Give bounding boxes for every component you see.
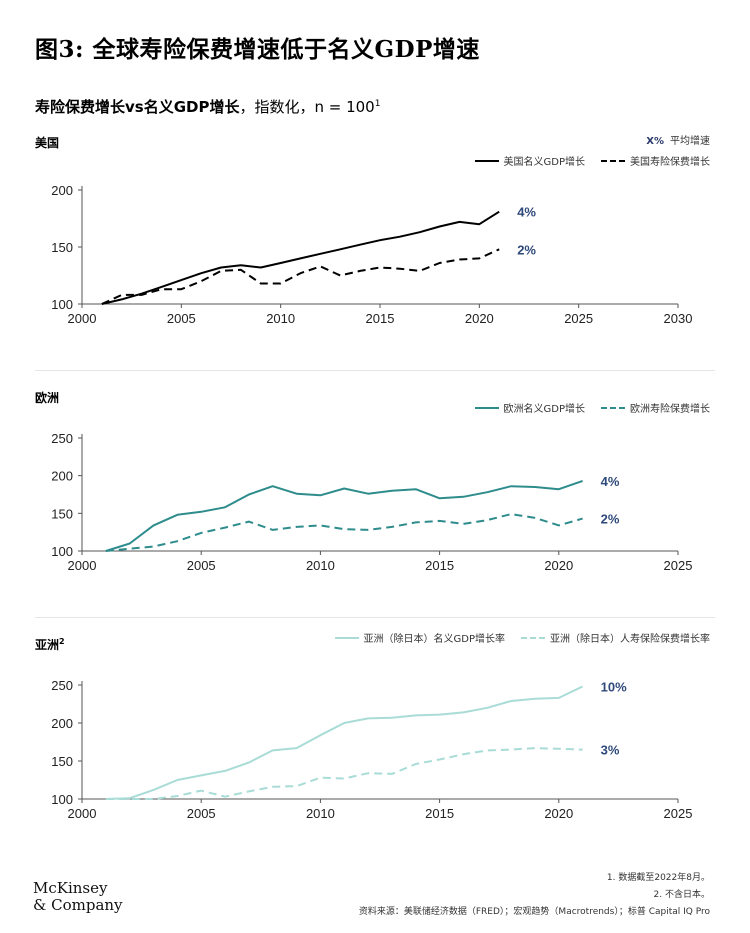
- legend-swatch-europe-premium: [601, 406, 625, 409]
- legend-asia: 亚洲（除日本）名义GDP增长率 亚洲（除日本）人寿保险保费增长率: [325, 630, 710, 645]
- x-tick-label: 2030: [664, 311, 693, 326]
- legend-item-europe-premium: 欧洲寿险保费增长: [601, 400, 710, 415]
- x-tick-label: 2005: [187, 558, 216, 573]
- x-tick-label: 2000: [68, 558, 97, 573]
- x-tick-label: 2020: [544, 558, 573, 573]
- x-tick-label: 2010: [306, 558, 335, 573]
- y-tick-label: 200: [51, 716, 73, 731]
- average-rate-note: X% 平均增速: [646, 132, 710, 147]
- x-tick-label: 2020: [544, 806, 573, 821]
- y-tick-label: 100: [51, 297, 73, 312]
- legend-item-asia-premium: 亚洲（除日本）人寿保险保费增长率: [521, 630, 710, 645]
- y-tick-label: 200: [51, 183, 73, 198]
- chart-subtitle: 寿险保费增长vs名义GDP增长，指数化，n = 1001: [35, 96, 380, 117]
- divider-2: [35, 617, 715, 618]
- divider-1: [35, 370, 715, 371]
- y-tick-label: 150: [51, 506, 73, 521]
- footnotes: 1. 数据截至2022年8月。 2. 不含日本。 资料来源：美联储经济数据（FR…: [359, 870, 710, 921]
- source-note: 资料来源：美联储经济数据（FRED）；宏观趋势（Macrotrends）；标普 …: [358, 907, 710, 917]
- y-tick-label: 250: [51, 678, 73, 693]
- legend-us: 美国名义GDP增长 美国寿险保费增长: [465, 153, 710, 168]
- x-tick-label: 2015: [366, 311, 395, 326]
- legend-label-asia-gdp: 亚洲（除日本）名义GDP增长率: [363, 634, 505, 645]
- panel-label-europe-text: 欧洲: [35, 391, 60, 405]
- x-tick-label: 2025: [564, 311, 593, 326]
- legend-swatch-us-gdp: [474, 159, 499, 162]
- footnote-2: 2. 不含日本。: [653, 890, 710, 900]
- rate-label-premium: 2%: [517, 242, 536, 257]
- x-tick-label: 2000: [68, 806, 97, 821]
- logo-line-1: McKinsey: [33, 879, 108, 897]
- legend-label-us-gdp: 美国名义GDP增长: [503, 157, 585, 168]
- rate-label-premium: 2%: [601, 512, 620, 527]
- legend-label-europe-premium: 欧洲寿险保费增长: [630, 404, 710, 415]
- x-tick-label: 2015: [425, 806, 454, 821]
- panel-label-us: 美国: [35, 134, 59, 151]
- panel-label-asia-text: 亚洲: [35, 638, 60, 652]
- page-title: 图3: 全球寿险保费增速低于名义GDP增速: [35, 36, 480, 63]
- x-tick-label: 2025: [664, 806, 693, 821]
- y-tick-label: 100: [51, 792, 73, 807]
- y-tick-label: 100: [51, 544, 73, 559]
- panel-label-us-text: 美国: [35, 136, 60, 150]
- y-tick-label: 200: [51, 469, 73, 484]
- mckinsey-logo: McKinsey & Company: [33, 880, 123, 914]
- legend-item-us-gdp: 美国名义GDP增长: [474, 153, 585, 168]
- rate-label-premium: 3%: [601, 743, 620, 758]
- subtitle-rest: ，指数化，n = 100: [239, 98, 375, 116]
- legend-label-europe-gdp: 欧洲名义GDP增长: [503, 404, 585, 415]
- legend-label-us-premium: 美国寿险保费增长: [630, 157, 710, 168]
- subtitle-footnote-mark: 1: [374, 99, 381, 109]
- subtitle-main: 寿险保费增长vs名义GDP增长: [35, 98, 240, 116]
- x-tick-label: 2005: [187, 806, 216, 821]
- x-tick-label: 2010: [266, 311, 295, 326]
- average-rate-symbol: X%: [646, 136, 664, 147]
- legend-swatch-asia-premium: [521, 636, 545, 639]
- x-tick-label: 2015: [425, 558, 454, 573]
- x-tick-label: 2010: [306, 806, 335, 821]
- legend-item-europe-gdp: 欧洲名义GDP增长: [474, 400, 585, 415]
- rate-label-gdp: 4%: [517, 205, 536, 220]
- x-tick-label: 2020: [465, 311, 494, 326]
- x-tick-label: 2025: [664, 558, 693, 573]
- y-tick-label: 150: [51, 754, 73, 769]
- legend-label-asia-premium: 亚洲（除日本）人寿保险保费增长率: [550, 634, 710, 645]
- rate-label-gdp: 10%: [601, 680, 627, 695]
- panel-label-asia: 亚洲2: [35, 636, 65, 653]
- y-tick-label: 150: [51, 240, 73, 255]
- series-line-premium: [105, 747, 583, 800]
- legend-item-asia-gdp: 亚洲（除日本）名义GDP增长率: [334, 630, 505, 645]
- panel-label-asia-sup: 2: [59, 637, 65, 646]
- rate-label-gdp: 4%: [601, 474, 620, 489]
- average-rate-label: 平均增速: [670, 136, 710, 147]
- legend-swatch-us-premium: [601, 159, 625, 162]
- panel-label-europe: 欧洲: [35, 389, 59, 406]
- x-tick-label: 2005: [167, 311, 196, 326]
- legend-item-us-premium: 美国寿险保费增长: [601, 153, 710, 168]
- legend-swatch-asia-gdp: [334, 636, 359, 639]
- series-line-premium: [105, 513, 583, 552]
- legend-europe: 欧洲名义GDP增长 欧洲寿险保费增长: [465, 400, 710, 415]
- x-tick-label: 2000: [68, 311, 97, 326]
- legend-swatch-europe-gdp: [474, 406, 499, 409]
- footnote-1: 1. 数据截至2022年8月。: [606, 873, 710, 883]
- logo-line-2: & Company: [33, 896, 123, 914]
- series-line-gdp: [105, 685, 584, 800]
- y-tick-label: 250: [51, 431, 73, 446]
